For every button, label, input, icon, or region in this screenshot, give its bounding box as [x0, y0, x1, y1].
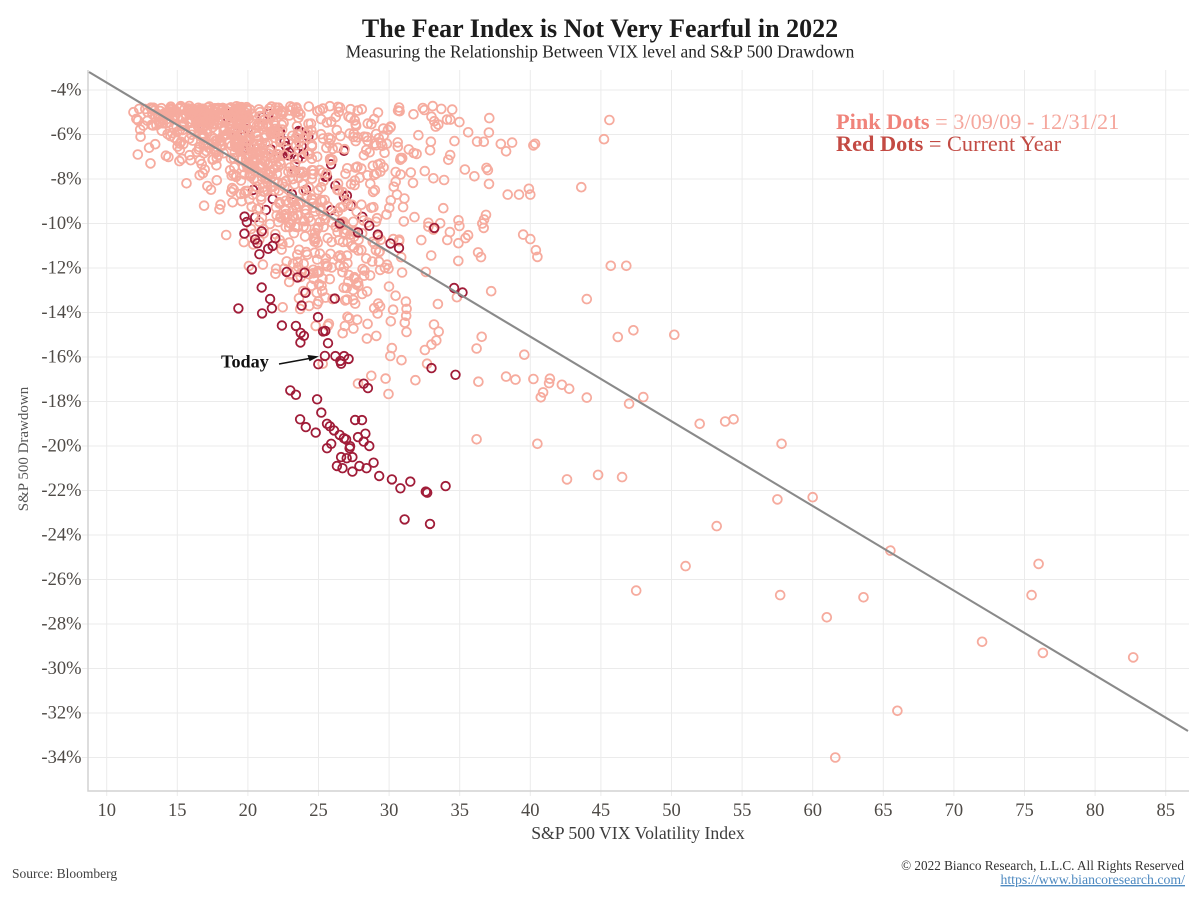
- svg-text:-24%: -24%: [41, 526, 81, 546]
- svg-text:-12%: -12%: [41, 259, 81, 279]
- svg-text:50: 50: [662, 801, 681, 821]
- svg-text:Source: Bloomberg: Source: Bloomberg: [12, 866, 117, 881]
- svg-text:35: 35: [450, 801, 469, 821]
- svg-text:-20%: -20%: [41, 437, 81, 457]
- svg-text:S&P 500 VIX Volatility Index: S&P 500 VIX Volatility Index: [531, 823, 745, 843]
- svg-text:Red Dots = Current Year: Red Dots = Current Year: [836, 131, 1062, 156]
- svg-text:-26%: -26%: [41, 570, 81, 590]
- svg-text:-4%: -4%: [51, 81, 82, 101]
- svg-text:85: 85: [1156, 801, 1175, 821]
- svg-text:-10%: -10%: [41, 214, 81, 234]
- svg-text:Pink Dots = 3/09/09 - 12/31/21: Pink Dots = 3/09/09 - 12/31/21: [836, 109, 1119, 134]
- svg-text:15: 15: [168, 801, 187, 821]
- svg-text:20: 20: [239, 801, 258, 821]
- svg-text:80: 80: [1086, 801, 1105, 821]
- svg-text:45: 45: [592, 801, 611, 821]
- svg-text:-32%: -32%: [41, 704, 81, 724]
- svg-text:75: 75: [1015, 801, 1034, 821]
- svg-text:-6%: -6%: [51, 125, 82, 145]
- svg-text:https://www.biancoresearch.com: https://www.biancoresearch.com/: [1000, 872, 1185, 887]
- svg-text:Measuring the Relationship Bet: Measuring the Relationship Between VIX l…: [346, 42, 855, 62]
- svg-text:30: 30: [380, 801, 399, 821]
- svg-text:60: 60: [803, 801, 822, 821]
- svg-text:10: 10: [97, 801, 116, 821]
- svg-text:-34%: -34%: [41, 748, 81, 768]
- svg-text:70: 70: [945, 801, 964, 821]
- svg-text:Today: Today: [221, 352, 269, 372]
- svg-text:-14%: -14%: [41, 303, 81, 323]
- svg-text:40: 40: [521, 801, 540, 821]
- svg-text:-28%: -28%: [41, 615, 81, 635]
- svg-text:-18%: -18%: [41, 392, 81, 412]
- svg-text:The Fear Index is Not Very Fea: The Fear Index is Not Very Fearful in 20…: [362, 14, 838, 43]
- svg-text:-16%: -16%: [41, 348, 81, 368]
- svg-text:65: 65: [874, 801, 893, 821]
- svg-text:55: 55: [733, 801, 752, 821]
- svg-text:25: 25: [309, 801, 328, 821]
- svg-text:S&P 500 Drawdown: S&P 500 Drawdown: [16, 386, 32, 511]
- svg-text:-30%: -30%: [41, 659, 81, 679]
- svg-text:-22%: -22%: [41, 481, 81, 501]
- svg-text:-8%: -8%: [51, 170, 82, 190]
- svg-text:© 2022 Bianco Research, L.L.C.: © 2022 Bianco Research, L.L.C. All Right…: [901, 858, 1184, 873]
